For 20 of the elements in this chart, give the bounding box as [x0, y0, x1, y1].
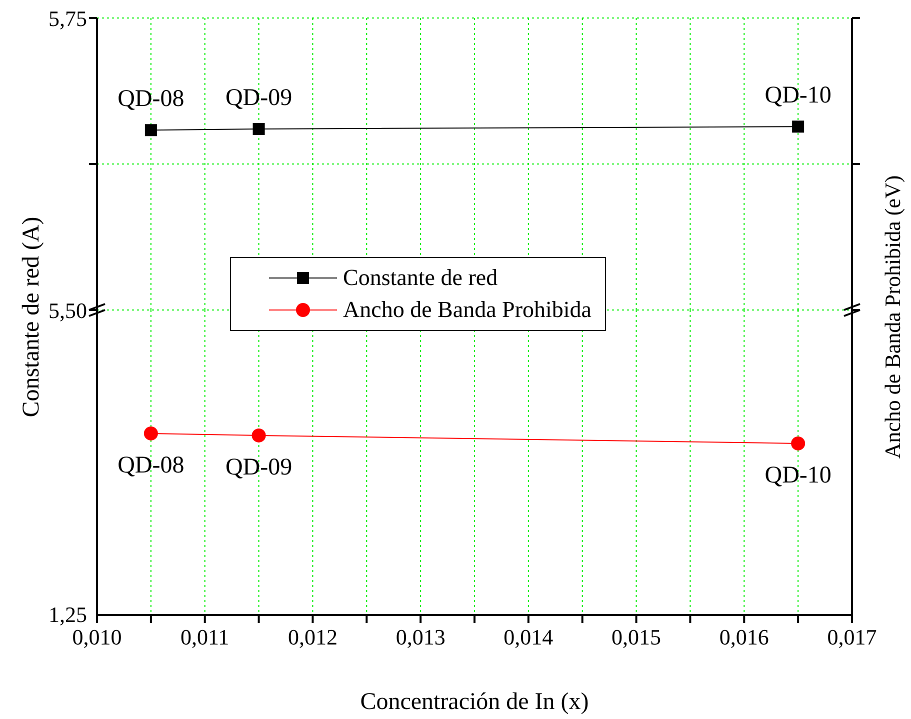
y-tick-label: 5,75 — [48, 6, 87, 31]
y-tick-label: 5,50 — [48, 298, 87, 323]
y-axis-title: Constante de red (A) — [18, 216, 46, 417]
legend-label: Ancho de Banda Prohibida — [343, 297, 592, 323]
legend-label: Constante de red — [343, 265, 498, 291]
y2-axis-title: Ancho de Banda Prohibida (eV) — [880, 174, 906, 458]
annotation: QD-09 — [225, 454, 292, 480]
annotation: QD-09 — [225, 84, 292, 111]
x-tick-label: 0,012 — [288, 624, 338, 650]
annotation: QD-08 — [118, 452, 184, 478]
x-tick-label: 0,011 — [180, 624, 230, 650]
x-tick-label: 0,014 — [504, 624, 554, 650]
x-tick-label: 0,013 — [396, 624, 446, 650]
x-tick-label: 0,016 — [719, 624, 769, 650]
x-tick-label: 0,015 — [612, 624, 662, 650]
annotation: QD-08 — [118, 86, 184, 112]
x-axis-title: Concentración de In (x) — [360, 689, 589, 715]
annotation: QD-10 — [764, 462, 832, 488]
annotation: QD-10 — [764, 82, 832, 109]
x-tick-label: 0,017 — [827, 624, 877, 650]
